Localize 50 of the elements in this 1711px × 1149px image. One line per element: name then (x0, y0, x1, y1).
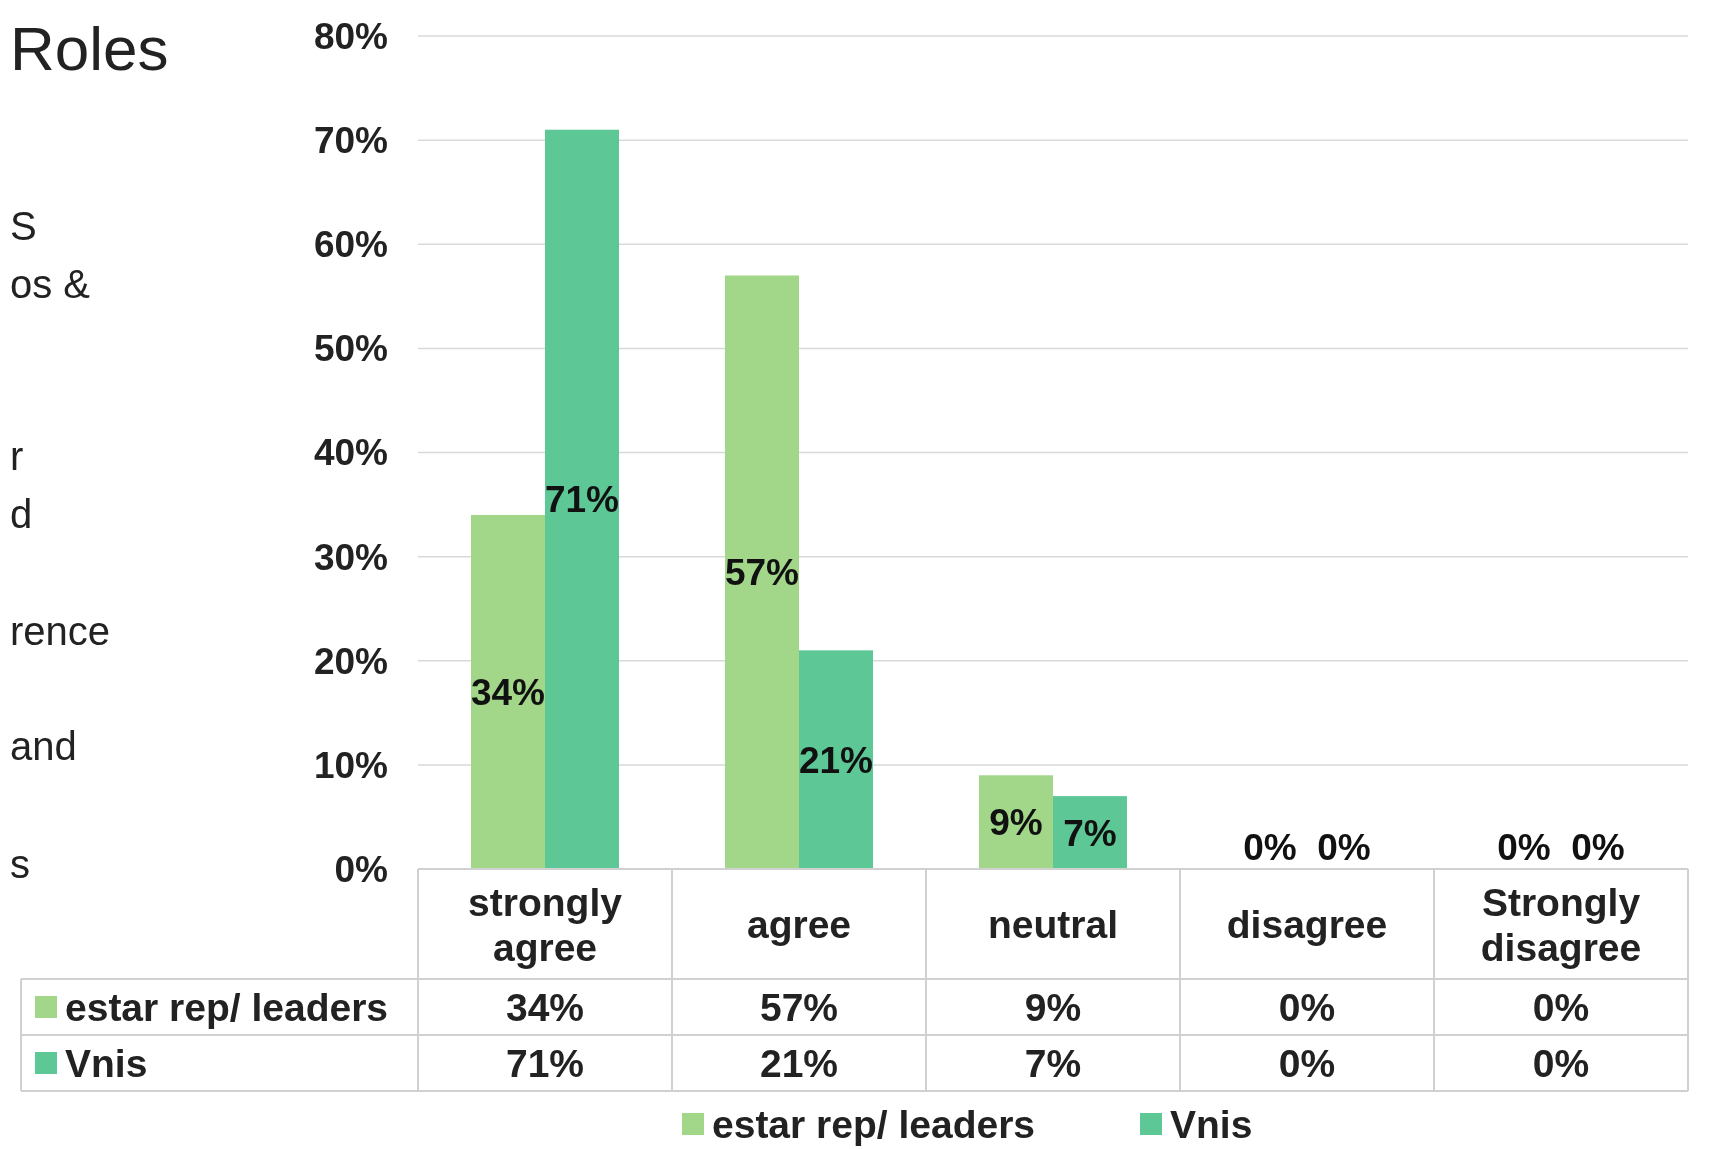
data-label: 21% (759, 1041, 839, 1085)
data-label: 0% (1278, 985, 1336, 1029)
data-label: 9% (1024, 985, 1082, 1029)
text: 0% (1317, 826, 1371, 868)
bar (545, 129, 619, 869)
legend-label: estar rep/ leaders (65, 985, 389, 1029)
data-label: 57% (759, 985, 839, 1029)
text: os & (10, 262, 91, 306)
text: S (10, 204, 37, 248)
text: rence (10, 609, 111, 653)
text: 7% (1063, 812, 1117, 854)
text: d (10, 492, 33, 536)
data-label: 0% (1278, 1041, 1336, 1085)
text: 9% (989, 802, 1043, 844)
data-label: 0% (1532, 1041, 1590, 1085)
bar (725, 275, 799, 869)
text: Vnis (65, 1041, 148, 1085)
y-tick-label: 60% (313, 224, 388, 266)
text: r (10, 434, 24, 478)
x-tick-label: disagree (1226, 902, 1388, 946)
y-tick-label: 70% (313, 120, 388, 162)
text: 71% (544, 479, 620, 521)
x-tick-label: agree (746, 902, 852, 946)
chart-title: Roles (10, 14, 169, 83)
data-label: 34% (505, 985, 585, 1029)
text: estar rep/ leaders (712, 1102, 1036, 1146)
y-tick-label: 0% (334, 848, 388, 890)
data-label: 7% (1024, 1041, 1082, 1085)
text: 0% (1497, 826, 1551, 868)
x-tick-label: strongly agree (468, 880, 623, 969)
text: and (10, 724, 77, 768)
data-label: 71% (505, 1041, 585, 1085)
bar (471, 514, 545, 869)
text: 57% (724, 552, 800, 594)
legend-label: Vnis (1170, 1102, 1253, 1146)
bar (799, 650, 873, 869)
text: 0% (1571, 826, 1625, 868)
y-tick-label: 40% (313, 432, 388, 474)
y-tick-label: 50% (313, 328, 388, 370)
y-tick-label: 30% (313, 536, 388, 578)
text: 34% (470, 671, 546, 713)
text: 21% (798, 739, 874, 781)
text: 0% (1243, 826, 1297, 868)
text: s (10, 842, 30, 886)
x-tick-label: Strongly disagree (1480, 880, 1642, 969)
x-tick-label: neutral (987, 902, 1119, 946)
data-label: 0% (1532, 985, 1590, 1029)
y-tick-label: 10% (313, 744, 388, 786)
y-tick-label: 80% (313, 15, 388, 57)
y-tick-label: 20% (313, 640, 388, 682)
